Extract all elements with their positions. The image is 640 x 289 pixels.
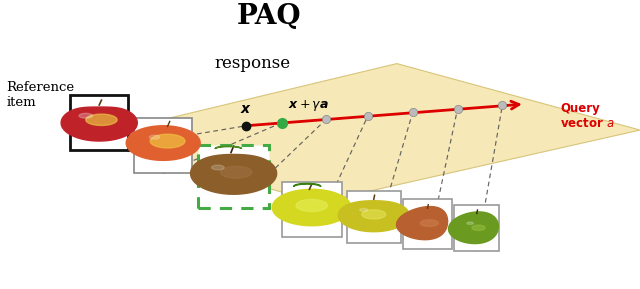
- FancyBboxPatch shape: [70, 95, 128, 150]
- Text: response: response: [215, 55, 291, 72]
- Polygon shape: [86, 114, 117, 125]
- Polygon shape: [420, 220, 438, 226]
- FancyBboxPatch shape: [282, 182, 342, 237]
- Polygon shape: [397, 207, 447, 240]
- Polygon shape: [212, 165, 224, 170]
- Text: $\boldsymbol{x} + \gamma \boldsymbol{a}$: $\boldsymbol{x} + \gamma \boldsymbol{a}$: [288, 98, 329, 113]
- Text: $\boldsymbol{x}$: $\boldsymbol{x}$: [241, 102, 252, 116]
- Polygon shape: [83, 64, 640, 202]
- FancyBboxPatch shape: [198, 144, 269, 208]
- Polygon shape: [272, 189, 351, 226]
- Polygon shape: [215, 146, 241, 149]
- Polygon shape: [296, 199, 327, 212]
- Polygon shape: [339, 201, 409, 232]
- Polygon shape: [467, 222, 474, 225]
- Polygon shape: [360, 208, 368, 211]
- FancyBboxPatch shape: [134, 118, 192, 173]
- Text: Query
vector $a$: Query vector $a$: [560, 102, 614, 129]
- Polygon shape: [191, 154, 276, 194]
- FancyBboxPatch shape: [454, 205, 499, 251]
- Polygon shape: [149, 135, 160, 139]
- Polygon shape: [79, 113, 93, 118]
- Polygon shape: [61, 107, 138, 141]
- FancyBboxPatch shape: [347, 191, 401, 243]
- Polygon shape: [362, 210, 386, 219]
- Polygon shape: [294, 184, 321, 187]
- Polygon shape: [126, 126, 200, 160]
- Polygon shape: [449, 212, 499, 244]
- Text: PAQ: PAQ: [237, 3, 301, 30]
- FancyBboxPatch shape: [403, 199, 452, 249]
- Polygon shape: [150, 134, 185, 148]
- Polygon shape: [221, 166, 252, 178]
- Text: Reference
item: Reference item: [6, 81, 74, 109]
- Polygon shape: [472, 225, 485, 230]
